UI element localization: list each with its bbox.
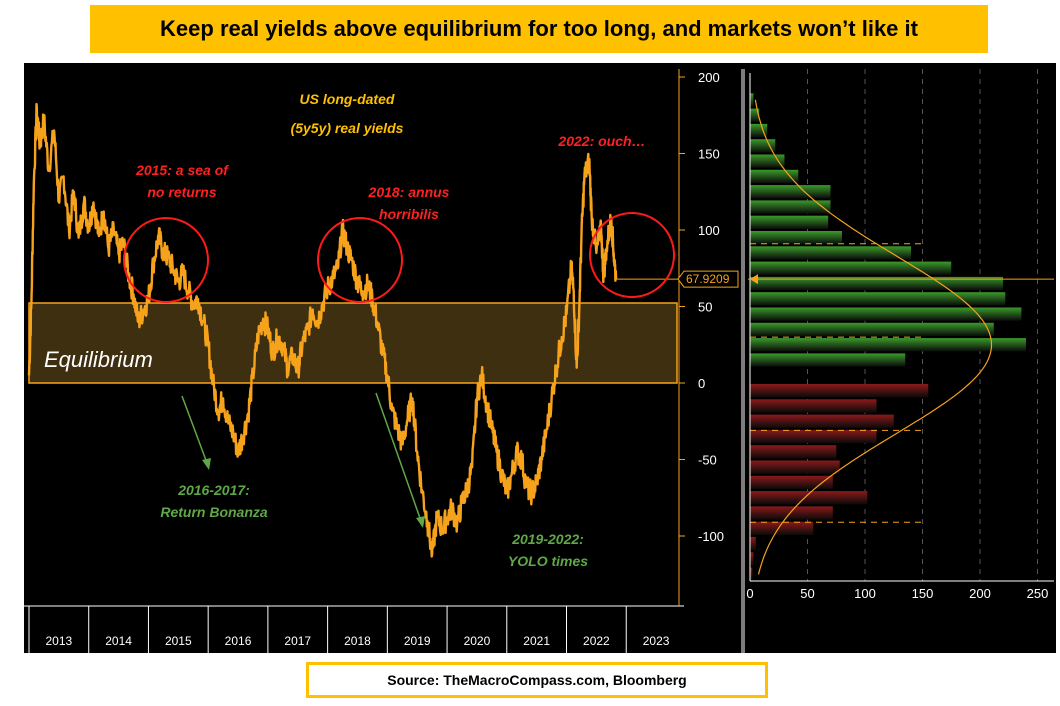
annotation-2016-line2: Return Bonanza [160,504,268,520]
hist-positive-bar [750,246,911,260]
hist-tick-label-0: 0 [746,586,753,601]
circle-2018 [317,217,403,303]
hist-positive-bar [750,215,829,229]
x-tick-label-2023: 2023 [643,634,670,648]
hist-negative-bar [750,567,753,581]
arrow-2016 [181,395,211,470]
circle-2022 [589,212,675,298]
y-tick-label-0: 0 [698,376,705,391]
chart-title-banner: Keep real yields above equilibrium for t… [90,5,988,53]
hist-positive-bar [750,185,831,199]
hist-negative-bar [750,399,877,413]
hist-positive-bar [750,353,906,367]
circle-2015 [123,217,209,303]
annotation-2016-line1: 2016-2017: [177,482,250,498]
annotation-2015-line2: no returns [147,184,216,200]
x-tick-label-2015: 2015 [165,634,192,648]
hist-positive-bar [750,322,994,337]
hist-negative-bar [750,491,868,505]
annotation-2018-line2: horribilis [379,206,439,222]
x-tick-label-2019: 2019 [404,634,431,648]
x-tick-label-2016: 2016 [225,634,252,648]
x-tick-label-2017: 2017 [284,634,311,648]
hist-positive-bar [750,169,799,184]
hist-positive-bar [750,93,754,107]
panel-divider [741,69,745,653]
hist-positive-bar [750,276,1003,291]
hist-tick-label-250: 250 [1027,586,1049,601]
hist-tick-label-50: 50 [800,586,814,601]
chart-title-line2: (5y5y) real yields [291,120,404,136]
x-tick-label-2020: 2020 [464,634,491,648]
x-tick-label-2022: 2022 [583,634,610,648]
last-value-label: 67.9209 [686,272,730,286]
hist-positive-bar [750,108,760,122]
annotation-2015-line1: 2015: a sea of [135,162,229,178]
y-tick-label--100: -100 [698,529,724,544]
hist-negative-bar [750,552,754,566]
y-tick-label-150: 150 [698,147,720,162]
hist-positive-bar [750,200,831,214]
y-tick-label-100: 100 [698,223,720,238]
hist-negative-bar [750,537,756,551]
x-tick-label-2013: 2013 [46,634,73,648]
hist-positive-bar [750,123,768,138]
x-tick-label-2014: 2014 [105,634,132,648]
yield-line [27,102,618,558]
arrow-2019 [375,392,425,528]
last-value-tag: 67.9209 [677,270,739,288]
chart-area: Equilibrium US long-dated (5y5y) real yi… [24,63,1056,653]
hist-positive-bar [750,139,776,153]
equilibrium-label: Equilibrium [44,347,153,372]
hist-positive-bar [750,231,842,245]
hist-positive-bar [750,261,952,275]
hist-positive-bar [750,338,1026,352]
annotation-2022: 2022: ouch… [557,133,645,149]
hist-negative-bar [750,521,814,535]
chart-title-line1: US long-dated [300,91,395,107]
x-tick-label-2021: 2021 [523,634,550,648]
hist-tick-label-200: 200 [969,586,991,601]
hist-negative-bar [750,414,894,428]
hist-negative-bar [750,384,929,398]
hist-last-value-marker [750,274,758,285]
y-tick-label--50: -50 [698,453,717,468]
hist-negative-bar [750,429,877,444]
hist-negative-bar [750,460,840,474]
annotation-2019-line1: 2019-2022: [511,531,584,547]
hist-positive-bar [750,307,1022,321]
normal-curve [754,99,993,575]
hist-negative-bar [750,445,837,459]
hist-negative-bar [750,475,833,490]
y-tick-label-50: 50 [698,300,712,315]
hist-positive-bar [750,292,1006,306]
hist-positive-bar [750,154,785,168]
x-tick-label-2018: 2018 [344,634,371,648]
hist-tick-label-150: 150 [912,586,934,601]
y-tick-label-200: 200 [698,70,720,85]
hist-tick-label-100: 100 [854,586,876,601]
annotation-2019-line2: YOLO times [508,553,588,569]
source-box: Source: TheMacroCompass.com, Bloomberg [306,662,768,698]
annotation-2018-line1: 2018: annus [368,184,450,200]
hist-negative-bar [750,506,833,520]
